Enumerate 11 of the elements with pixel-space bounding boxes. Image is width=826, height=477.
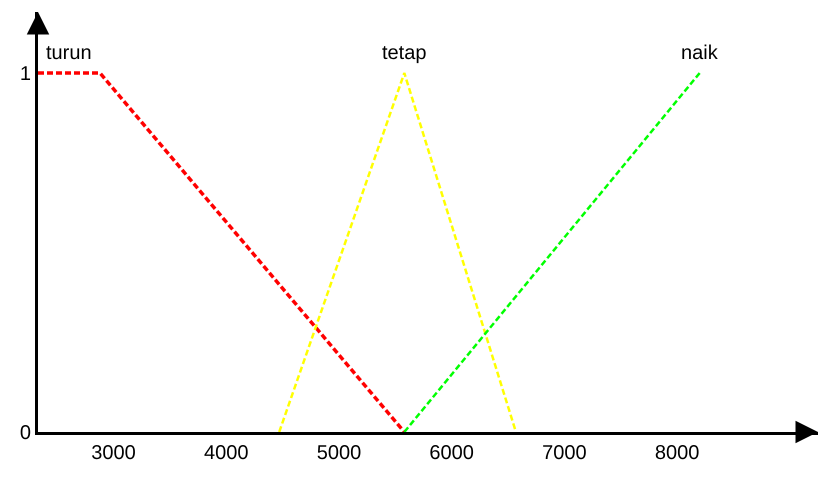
series-label: turun (46, 42, 92, 64)
series-label: naik (681, 42, 719, 64)
x-tick-label: 3000 (91, 442, 136, 464)
x-tick-label: 4000 (204, 442, 248, 464)
x-tick-label: 8000 (654, 442, 700, 464)
y-tick-label: 1 (20, 63, 31, 86)
x-tick-label: 5000 (316, 442, 362, 464)
series-label: tetap (382, 42, 426, 64)
x-tick-label: 7000 (542, 442, 587, 464)
y-tick-label: 0 (20, 422, 31, 444)
x-tick-label: 6000 (429, 442, 474, 464)
